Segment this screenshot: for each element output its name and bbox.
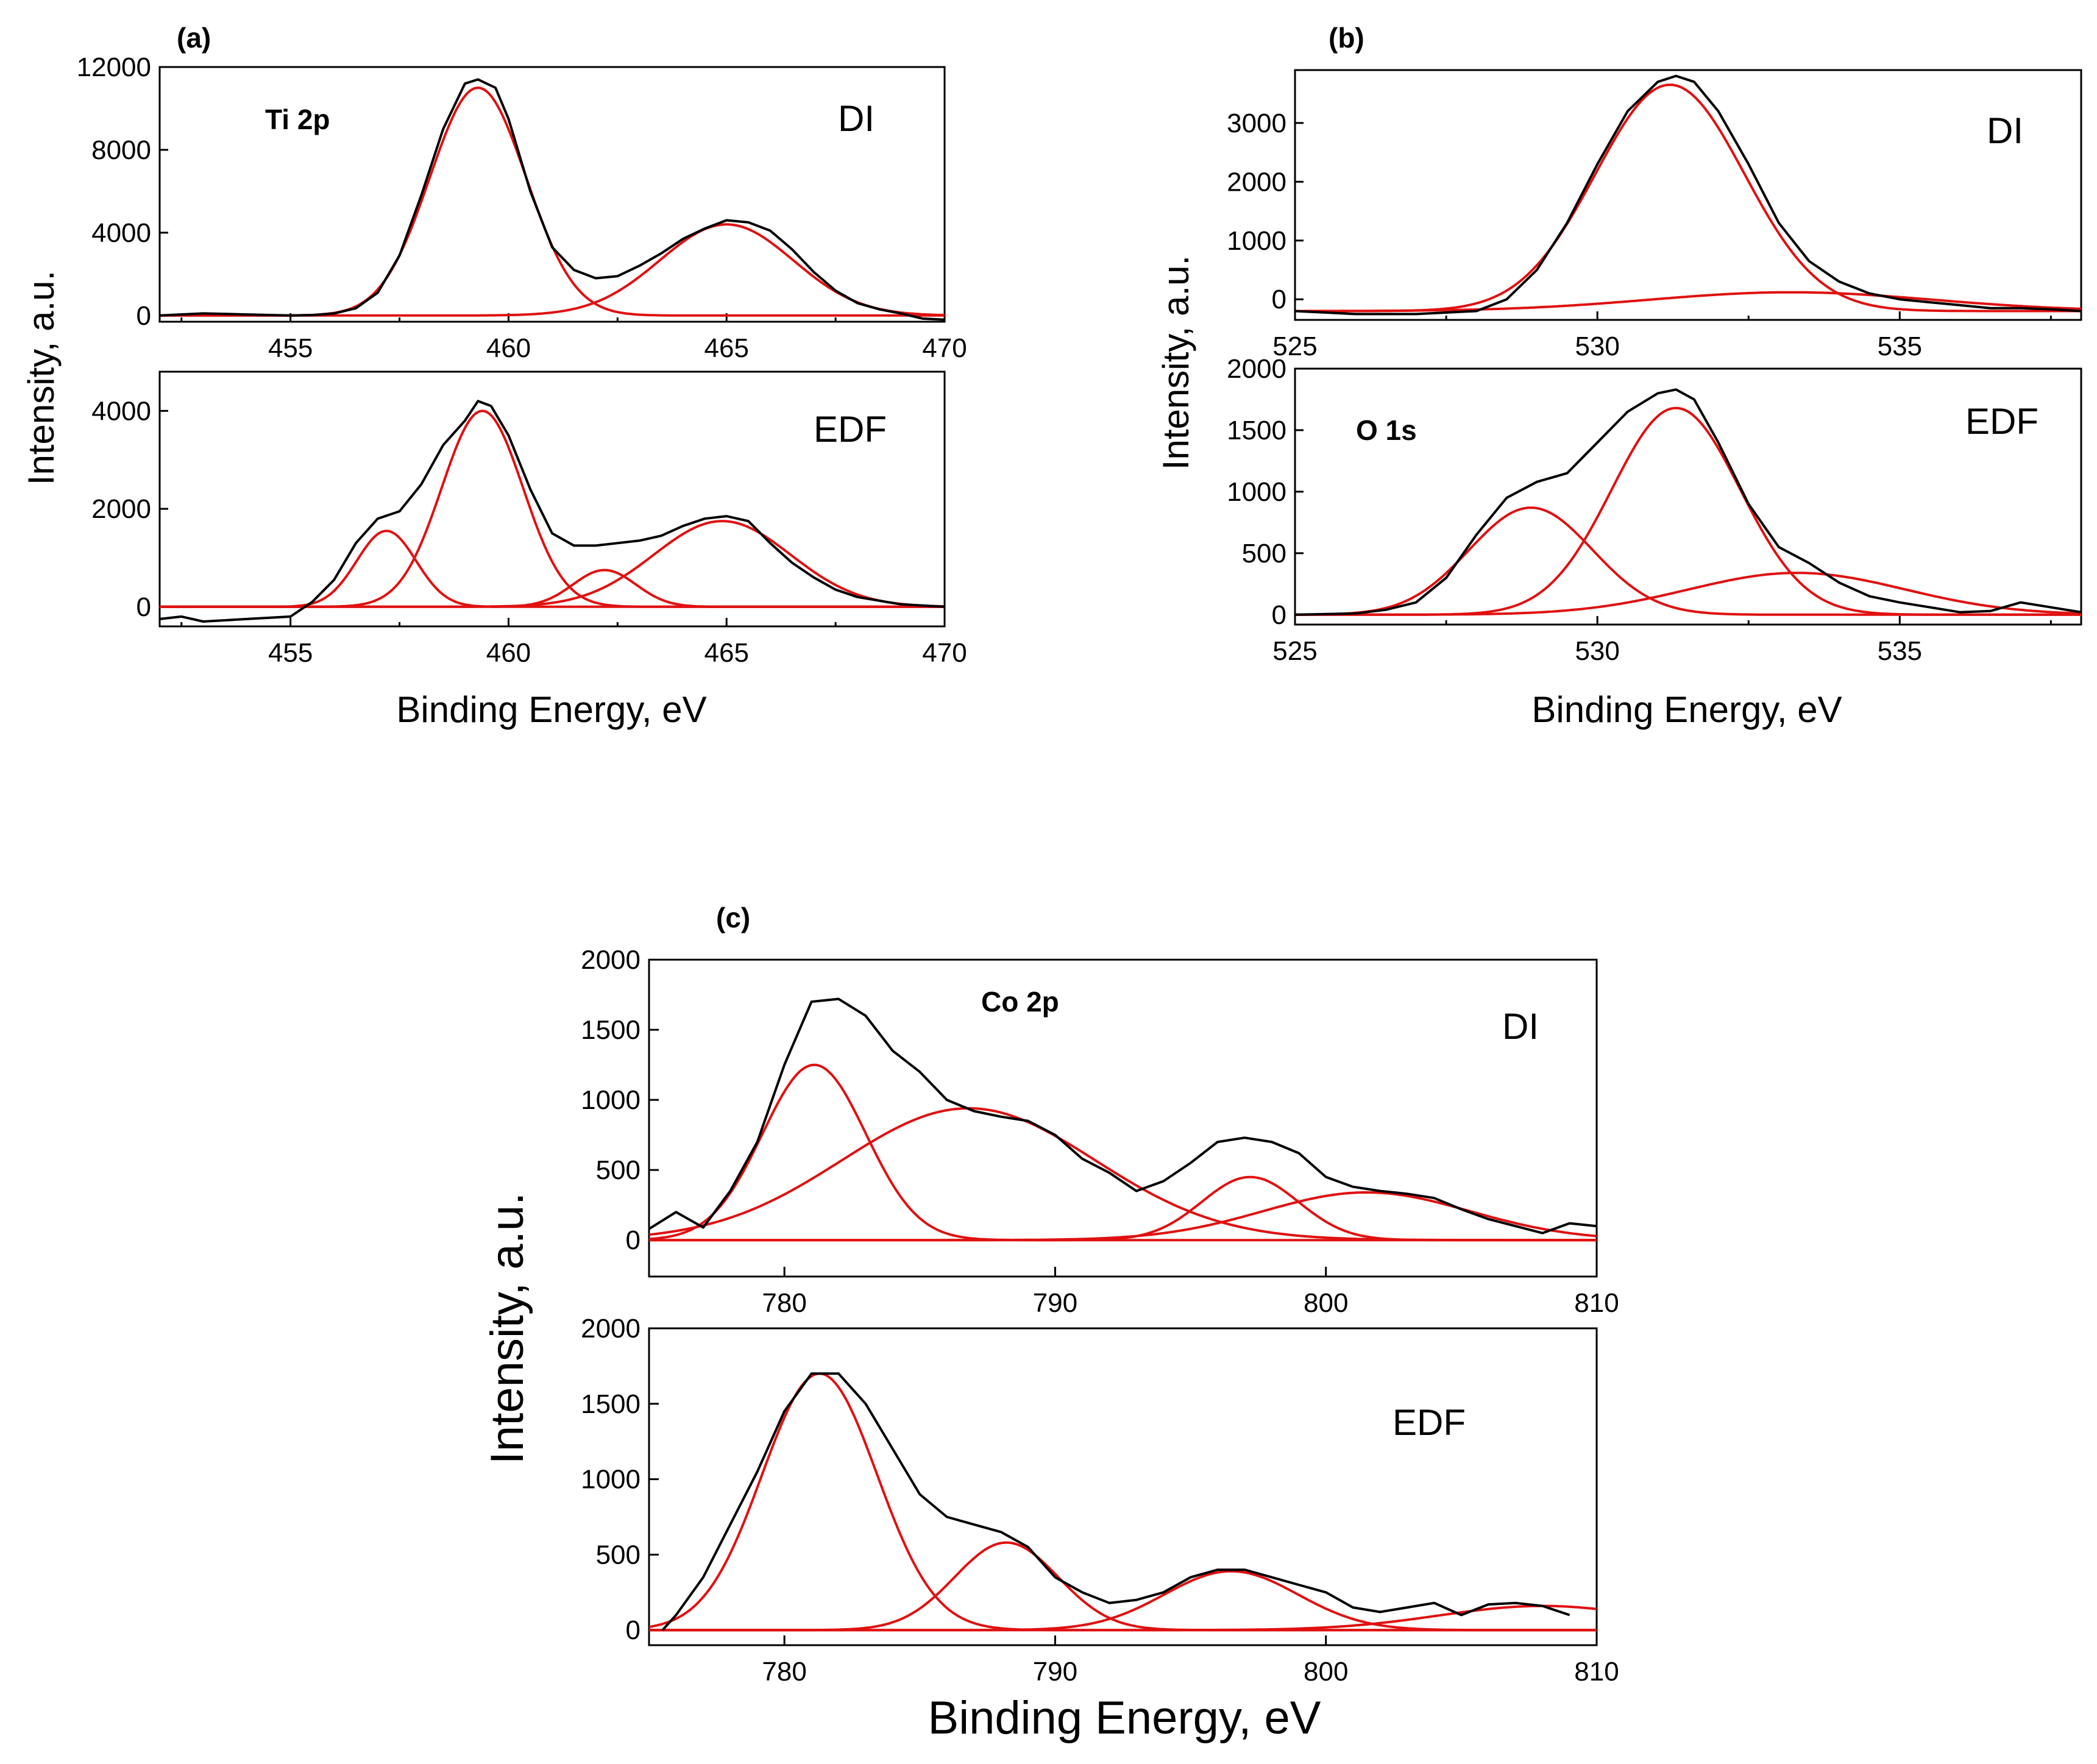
fit-peak-b-edf-1 <box>1295 506 2081 616</box>
x-tick-label: 810 <box>1574 1288 1619 1318</box>
y-tick-label: 12000 <box>77 52 151 82</box>
x-tick-label: 525 <box>1272 636 1317 666</box>
x-tick-label: 455 <box>268 333 313 363</box>
y-tick-label: 1500 <box>581 1389 640 1419</box>
x-tick-label: 460 <box>486 638 531 668</box>
x-tick-label: 465 <box>704 638 749 668</box>
fit-peak-c-di-1 <box>649 1063 1597 1242</box>
y-tick-label: 0 <box>1272 600 1286 630</box>
panel-b-edf-plot: 525 530 535 0 500 1000 1500 2000 O 1s EDF <box>1227 354 2082 666</box>
y-tick-label: 1000 <box>1227 477 1286 507</box>
y-tick-label: 1000 <box>581 1465 640 1495</box>
panel-c-di-plot: 780 790 800 810 0 500 1000 1500 2000 Co 2p DI <box>581 945 1619 1318</box>
y-tick-label: 0 <box>137 301 151 331</box>
fit-peak-c-edf-4 <box>649 1604 1597 1632</box>
x-tick-label: 800 <box>1304 1288 1348 1318</box>
panel-a-edf-plot: 455 460 465 470 0 2000 4000 EDF <box>91 370 967 668</box>
x-tick-label: 470 <box>922 638 967 668</box>
panel-c-xlabel: Binding Energy, eV <box>928 1692 1321 1744</box>
y-tick-label: 2000 <box>1227 354 1286 384</box>
y-tick-label: 1500 <box>581 1015 640 1045</box>
fit-peak-b-edf-3 <box>1295 572 2081 616</box>
x-tick-label: 535 <box>1878 331 1922 361</box>
y-tick-label: 2000 <box>581 1314 640 1344</box>
measured-spectrum-b-edf <box>1295 388 2081 616</box>
measured-spectrum-a-di <box>160 78 945 321</box>
y-tick-label: 3000 <box>1227 108 1286 138</box>
measured-spectrum-b-di <box>1295 74 2081 316</box>
panel-a: (a) Intensity, a.u. Binding Energy, eV 4… <box>21 22 967 730</box>
panel-b-element-label: O 1s <box>1356 414 1417 446</box>
panel-a-element-label: Ti 2p <box>265 104 330 135</box>
fit-peak-a-edf-4 <box>160 520 945 608</box>
panel-a-edf-sample-label: EDF <box>814 409 887 450</box>
x-tick-label: 460 <box>486 333 531 363</box>
y-tick-label: 2000 <box>581 945 640 975</box>
y-tick-label: 0 <box>626 1615 640 1645</box>
y-tick-label: 0 <box>1272 285 1286 314</box>
panel-a-ylabel: Intensity, a.u. <box>21 271 62 485</box>
panel-b-di-plot: 525 530 535 0 1000 2000 3000 DI <box>1227 69 2082 361</box>
fit-peak-c-di-4 <box>649 1191 1597 1242</box>
panel-a-xlabel: Binding Energy, eV <box>396 689 706 730</box>
y-tick-label: 500 <box>596 1540 640 1570</box>
y-tick-label: 4000 <box>91 218 151 248</box>
x-tick-label: 455 <box>268 638 313 668</box>
x-tick-label: 780 <box>762 1288 806 1318</box>
x-tick-label: 525 <box>1272 331 1317 361</box>
panel-a-di-plot: 455 460 465 470 0 4000 8000 12000 Ti 2p DI <box>77 52 967 363</box>
fit-peak-c-edf-2 <box>649 1541 1597 1632</box>
y-tick-label: 500 <box>596 1155 640 1185</box>
x-tick-label: 530 <box>1575 331 1619 361</box>
x-tick-label: 790 <box>1033 1657 1077 1687</box>
panel-c: (c) Intensity, a.u. Binding Energy, eV 7… <box>481 902 1619 1744</box>
panel-b-xlabel: Binding Energy, eV <box>1531 689 1842 730</box>
fit-peak-c-di-3 <box>649 1175 1597 1242</box>
y-tick-label: 8000 <box>91 135 151 165</box>
fit-peak-b-di-1 <box>1295 83 2081 313</box>
x-tick-label: 465 <box>704 333 749 363</box>
panel-b-edf-sample-label: EDF <box>1965 401 2038 442</box>
y-tick-label: 1000 <box>1227 226 1286 256</box>
fit-peak-a-edf-1 <box>160 530 945 608</box>
y-tick-label: 0 <box>626 1225 640 1255</box>
fit-peak-a-di-2 <box>160 223 945 317</box>
x-tick-label: 470 <box>922 333 967 363</box>
fit-peak-b-di-2 <box>1295 291 2081 313</box>
measured-spectrum-a-edf <box>160 400 945 623</box>
measured-spectrum-c-edf <box>661 1372 1570 1631</box>
x-tick-label: 810 <box>1574 1657 1619 1687</box>
fit-peak-c-di-2 <box>649 1107 1597 1242</box>
panel-c-ylabel: Intensity, a.u. <box>481 1192 533 1464</box>
panel-b: (b) Intensity, a.u. Binding Energy, eV 5… <box>1155 22 2082 730</box>
panel-c-label: (c) <box>716 902 750 933</box>
panel-b-di-sample-label: DI <box>1987 110 2023 151</box>
y-tick-label: 2000 <box>1227 167 1286 197</box>
measured-spectrum-c-di <box>649 997 1597 1234</box>
panel-b-ylabel: Intensity, a.u. <box>1155 255 1196 470</box>
y-tick-label: 4000 <box>91 396 151 426</box>
x-tick-label: 780 <box>762 1657 806 1687</box>
x-tick-label: 800 <box>1304 1657 1348 1687</box>
panel-c-element-label: Co 2p <box>981 986 1059 1018</box>
fit-peak-a-edf-3 <box>160 569 945 608</box>
y-tick-label: 500 <box>1242 539 1286 569</box>
panel-a-label: (a) <box>177 22 211 54</box>
x-tick-label: 790 <box>1033 1288 1077 1318</box>
x-tick-label: 530 <box>1575 636 1619 666</box>
panel-c-di-sample-label: DI <box>1502 1006 1539 1047</box>
panel-b-label: (b) <box>1329 22 1364 54</box>
y-tick-label: 1000 <box>581 1085 640 1115</box>
y-tick-label: 2000 <box>91 494 151 524</box>
x-tick-label: 535 <box>1878 636 1922 666</box>
panel-a-di-sample-label: DI <box>838 98 875 139</box>
y-tick-label: 0 <box>137 592 151 622</box>
panel-c-edf-sample-label: EDF <box>1393 1402 1466 1443</box>
y-tick-label: 1500 <box>1227 416 1286 445</box>
panel-c-edf-plot: 780 790 800 810 0 500 1000 1500 2000 EDF <box>581 1314 1619 1687</box>
